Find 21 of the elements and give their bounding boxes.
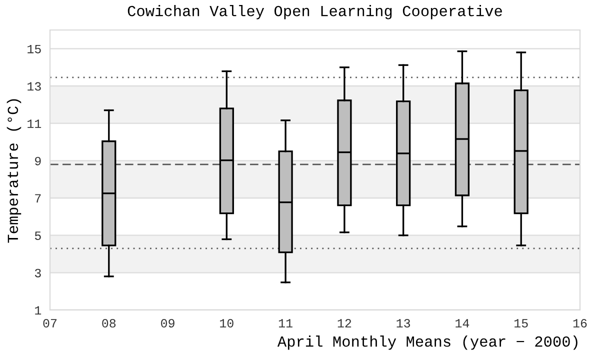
x-tick-label: 16 [573,319,587,328]
x-tick-label: 08 [102,319,116,328]
x-tick-label: 10 [220,319,234,328]
y-axis-title: Temperature (°C) [6,99,22,243]
x-tick-label: 09 [161,319,174,328]
y-tick-label: 11 [28,120,42,128]
y-tick-label: 5 [34,232,41,240]
y-tick-label: 3 [34,268,41,278]
chart-title: Cowichan Valley Open Learning Cooperative [128,5,502,20]
x-tick-label: 12 [338,319,352,328]
y-tick-label: 9 [35,156,41,166]
x-axis-title: April Monthly Means (year − 2000) [277,336,578,350]
y-tick-label: 1 [35,306,42,315]
x-tick-label: 15 [514,319,528,328]
x-tick-label: 07 [43,319,57,328]
x-tick-label: 11 [278,319,292,328]
y-tick-label: 13 [28,82,41,91]
x-tick-label: 14 [456,319,470,328]
y-tick-label: 15 [28,44,41,54]
x-tick-label: 13 [396,319,410,328]
y-tick-label: 7 [35,194,41,203]
